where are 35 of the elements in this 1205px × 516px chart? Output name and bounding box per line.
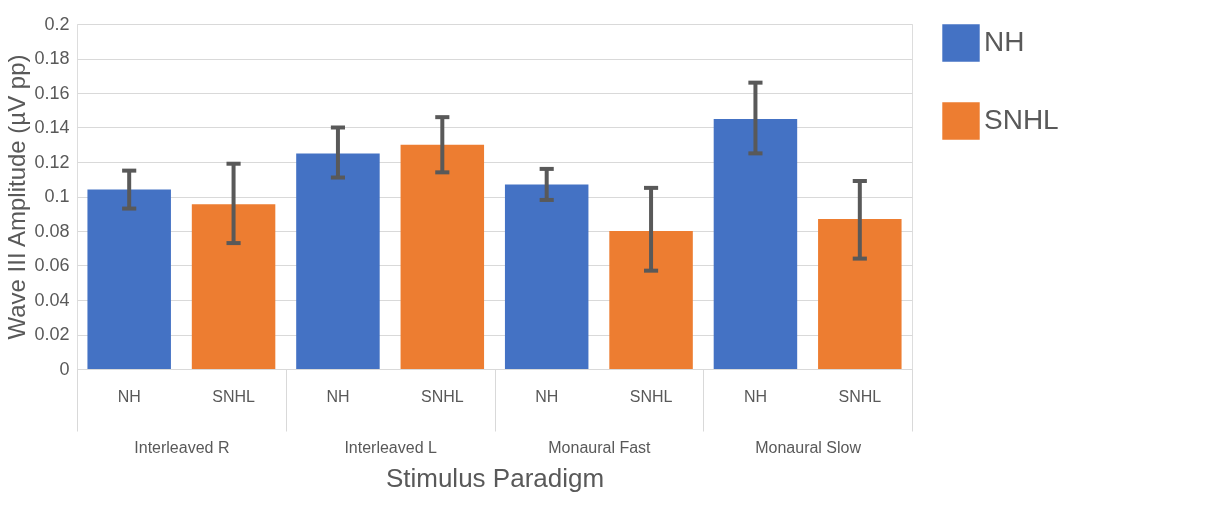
x-tick-label: Monaural Slow: [755, 438, 862, 456]
y-tick-label: 0.1: [44, 186, 70, 206]
bar: [87, 189, 171, 369]
text: SNHL: [212, 388, 255, 405]
x-axis-title: Stimulus Paradigm: [385, 462, 605, 493]
text: NH: [117, 388, 141, 405]
y-tick-label: 0.14: [34, 117, 70, 137]
y-tick-label: 0.2: [44, 13, 70, 34]
y-tick-label: 0: [59, 358, 70, 379]
bar: [296, 153, 380, 369]
text: SNHL: [420, 388, 464, 405]
x-tick-label: Monaural Fast: [548, 438, 652, 456]
y-tick-label: 0.08: [34, 220, 70, 241]
bar: [191, 204, 276, 369]
y-tick-label: 0.06: [34, 255, 70, 275]
x-tick-label: Interleaved L: [344, 438, 437, 456]
text: NH: [535, 388, 559, 405]
bar: [713, 118, 798, 369]
y-tick-label: 0.16: [34, 82, 70, 103]
y-tick-label: 0.02: [34, 324, 70, 344]
bar: [609, 231, 693, 369]
legend-label: NH: [984, 26, 1025, 57]
bar: [504, 184, 589, 369]
text: SNHL: [629, 388, 673, 405]
bar: [400, 144, 485, 369]
bar: [818, 218, 902, 369]
x-tick-label: Interleaved R: [134, 438, 230, 456]
text: SNHL: [838, 388, 882, 405]
text: NH: [743, 388, 767, 405]
y-tick-label: 0.12: [34, 151, 70, 172]
y-tick-label: 0.18: [34, 48, 70, 68]
y-tick-label: 0.04: [34, 289, 70, 310]
text: NH: [326, 388, 350, 405]
y-axis-title: Wave III Amplitude (µV pp): [3, 54, 31, 340]
legend-label: SNHL: [984, 104, 1059, 135]
